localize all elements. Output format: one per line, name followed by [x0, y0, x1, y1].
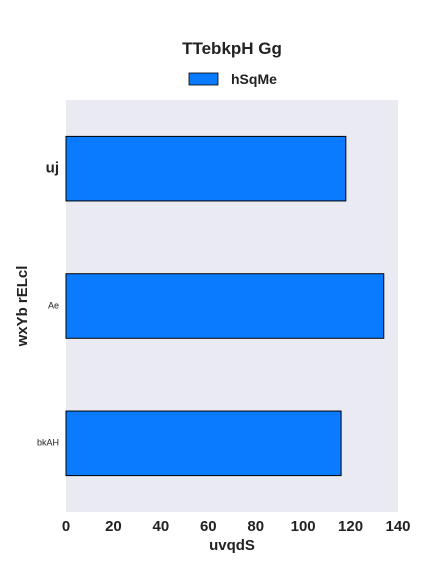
x-tick-label: 0 — [62, 518, 70, 535]
x-tick-label: 100 — [291, 518, 316, 535]
x-axis-label: uvqdS — [209, 537, 255, 554]
legend-label: hSqMe — [231, 71, 277, 87]
x-tick-label: 120 — [338, 518, 363, 535]
bar-bkah — [65, 410, 342, 477]
y-tick-label: bkAH — [37, 438, 59, 448]
x-tick-label: 140 — [385, 518, 410, 535]
y-tick-label: Ae — [48, 300, 59, 310]
legend-swatch — [188, 72, 219, 86]
y-tick-label: uj — [46, 160, 59, 177]
x-tick-label: 40 — [153, 518, 170, 535]
y-tick-labels: uj Ae bkAH — [37, 160, 59, 448]
x-tick-labels: 0 20 40 60 80 100 120 140 — [62, 518, 411, 535]
bars — [65, 135, 385, 477]
chart-title: TTebkpH Gg — [182, 39, 282, 58]
legend: hSqMe — [188, 71, 277, 87]
bar-uj — [65, 135, 347, 202]
x-tick-label: 80 — [247, 518, 264, 535]
y-axis-label: wxYb rELcl — [14, 266, 31, 348]
bar-ae — [65, 273, 385, 339]
x-tick-label: 20 — [105, 518, 122, 535]
x-tick-label: 60 — [200, 518, 217, 535]
